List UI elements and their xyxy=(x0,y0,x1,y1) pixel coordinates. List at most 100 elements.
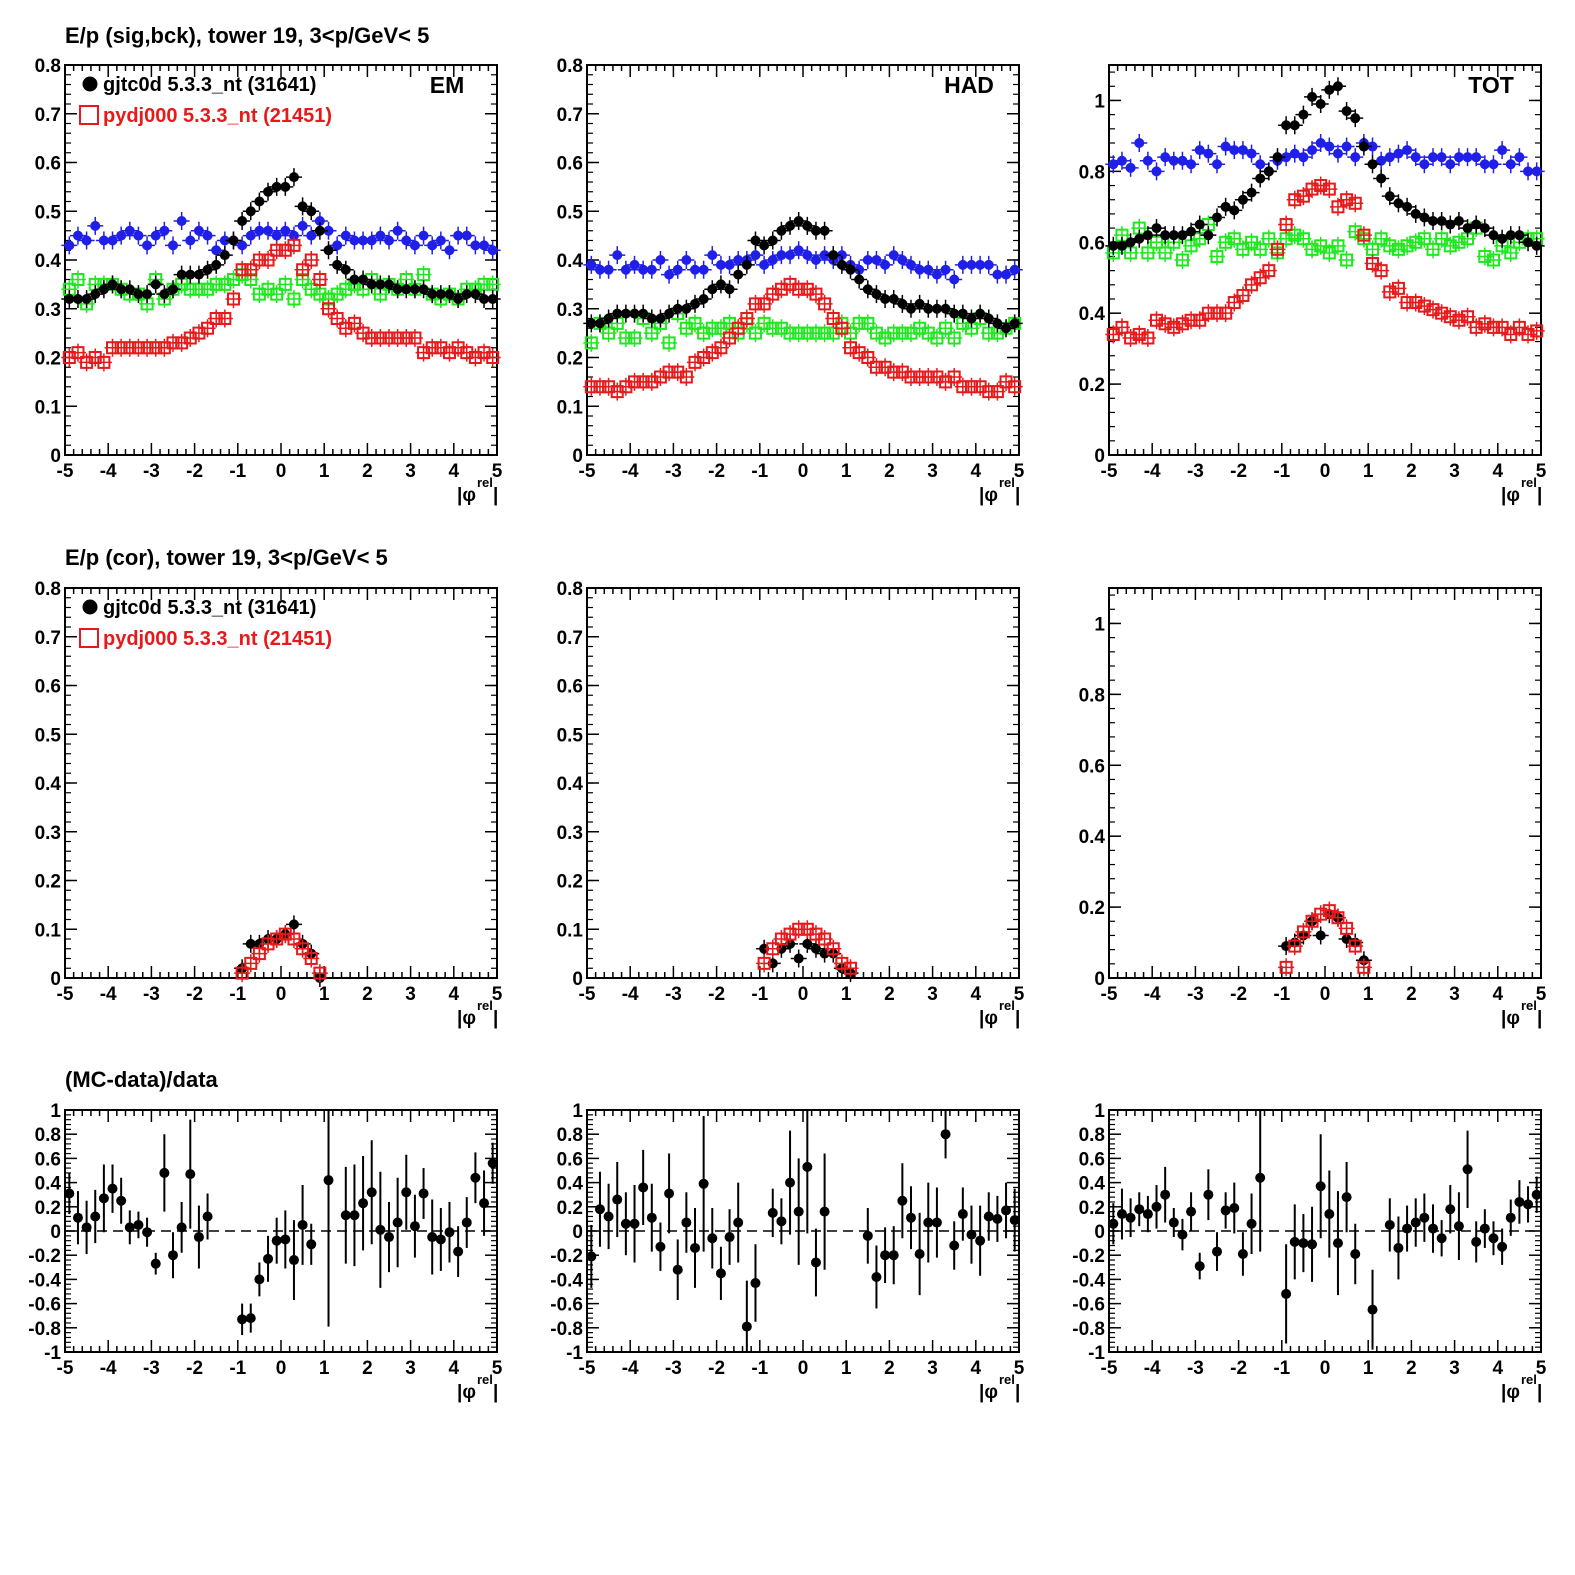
data-point xyxy=(906,1212,916,1223)
data-point xyxy=(931,1217,942,1228)
y-tick-label: 0.2 xyxy=(557,872,583,893)
data-point xyxy=(1134,138,1145,148)
y-tick-label: 0.2 xyxy=(1079,898,1105,919)
data-point xyxy=(211,259,222,270)
y-tick-label: 0.4 xyxy=(1079,827,1106,848)
y-tick-label: 0.2 xyxy=(35,872,61,893)
data-point xyxy=(1341,106,1352,117)
data-point xyxy=(1341,1192,1352,1203)
x-tick-label: -1 xyxy=(229,1358,246,1379)
y-tick-label: 0.4 xyxy=(35,1174,62,1195)
data-point xyxy=(1436,216,1447,226)
data-point xyxy=(767,235,778,246)
data-point xyxy=(453,294,464,304)
data-point xyxy=(252,947,266,961)
data-point xyxy=(81,235,92,246)
data-point xyxy=(1245,278,1259,292)
panel-label: HAD xyxy=(944,72,994,98)
data-point xyxy=(470,289,481,300)
data-point xyxy=(1393,198,1404,209)
data-point xyxy=(793,245,804,256)
x-tick-label: 1 xyxy=(1363,984,1374,1005)
data-point xyxy=(142,289,153,300)
data-point xyxy=(939,321,953,335)
data-point xyxy=(992,1213,1003,1224)
data-point xyxy=(638,264,649,275)
data-point xyxy=(1367,1304,1378,1315)
data-point xyxy=(1391,242,1405,256)
x-tick-label: -4 xyxy=(1144,984,1161,1005)
data-point xyxy=(966,1229,977,1240)
y-tick-label: 0.4 xyxy=(35,774,62,795)
data-point xyxy=(1479,223,1490,234)
data-point xyxy=(435,289,446,300)
x-tick-label: -5 xyxy=(57,461,74,482)
data-point xyxy=(306,230,317,241)
data-point xyxy=(1505,230,1516,241)
x-tick-label: 3 xyxy=(927,1358,938,1379)
data-point xyxy=(358,1198,369,1209)
y-tick-label: 0 xyxy=(572,1222,583,1243)
data-point xyxy=(72,294,83,304)
data-point xyxy=(1262,264,1276,278)
data-point xyxy=(168,284,178,295)
legend-sig-bck: gjtc0d 5.3.3_nt (31641) pydj000 5.3.3_nt… xyxy=(79,74,332,127)
x-tick-label: 2 xyxy=(884,461,895,482)
x-axis-label: |φ xyxy=(1501,485,1520,506)
y-tick-label: -0.6 xyxy=(28,1295,61,1316)
data-point xyxy=(646,313,657,324)
data-point xyxy=(871,289,882,300)
data-point xyxy=(1160,230,1171,241)
data-point xyxy=(358,235,369,246)
x-tick-label: -3 xyxy=(143,984,160,1005)
x-tick-label: 4 xyxy=(449,461,460,482)
y-tick-label: 0.8 xyxy=(557,579,583,600)
data-point xyxy=(245,1313,256,1324)
data-point xyxy=(1332,148,1343,159)
data-point xyxy=(1305,182,1319,196)
y-tick-label: 0.2 xyxy=(35,1198,61,1219)
data-point xyxy=(1160,152,1171,163)
data-point xyxy=(1461,310,1475,324)
data-point xyxy=(470,1172,481,1183)
data-point xyxy=(107,1183,118,1194)
y-tick-label: 1 xyxy=(1094,91,1105,112)
x-tick-label: 1 xyxy=(841,1358,852,1379)
y-tick-label: -1 xyxy=(1088,1343,1105,1364)
data-point xyxy=(1177,1229,1188,1240)
data-point xyxy=(486,277,500,291)
y-tick-label: 0.8 xyxy=(557,56,583,77)
data-point xyxy=(461,289,472,300)
data-point xyxy=(1305,242,1319,256)
data-point xyxy=(1237,145,1248,156)
data-point xyxy=(688,316,702,330)
data-point xyxy=(698,1178,709,1189)
data-point xyxy=(724,284,735,295)
legend-label-mc: pydj000 5.3.3_nt (21451) xyxy=(103,628,332,650)
data-point xyxy=(707,1233,718,1244)
data-point xyxy=(1227,296,1241,310)
data-point xyxy=(819,1206,830,1217)
y-tick-label: 0 xyxy=(1094,969,1105,990)
data-point xyxy=(1393,1242,1404,1253)
data-point xyxy=(809,287,823,301)
x-tick-label: 1 xyxy=(319,461,330,482)
data-point xyxy=(72,230,83,241)
y-tick-label: 0.7 xyxy=(35,628,61,649)
x-tick-label: -5 xyxy=(1101,1358,1118,1379)
data-point xyxy=(714,341,728,355)
data-point xyxy=(1237,1248,1248,1259)
data-point xyxy=(1229,205,1240,216)
data-point xyxy=(733,269,744,280)
data-point xyxy=(176,1222,187,1233)
y-tick-label: -0.8 xyxy=(550,1319,583,1340)
data-point xyxy=(861,351,875,364)
data-point xyxy=(304,952,318,965)
data-point xyxy=(287,238,301,252)
data-point xyxy=(313,273,327,286)
data-point xyxy=(766,942,780,956)
data-point xyxy=(418,284,429,295)
x-tick-label: -1 xyxy=(1273,1358,1290,1379)
data-point xyxy=(897,298,908,309)
